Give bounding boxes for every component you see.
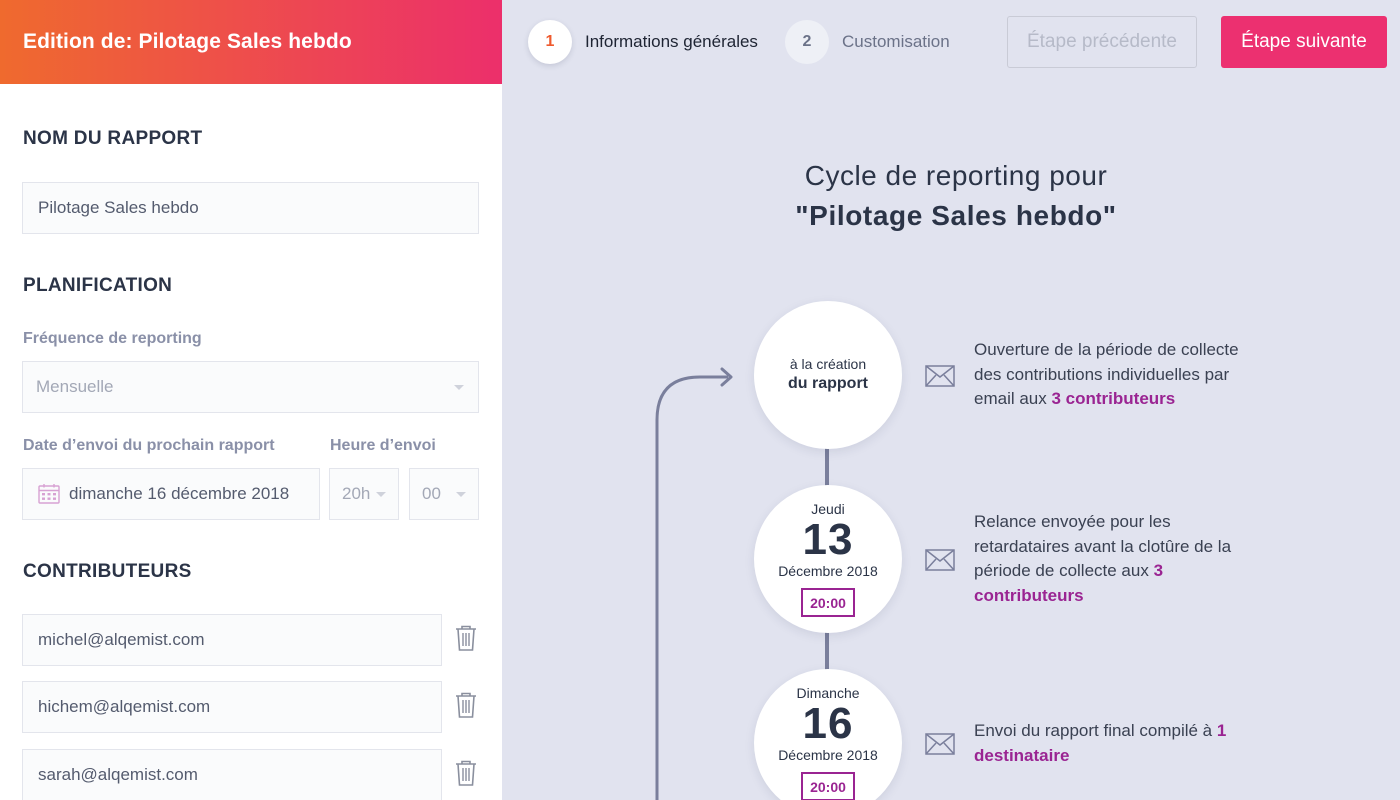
cycle-heading-line1: Cycle de reporting pour [804,160,1108,191]
timeline-description: Relance envoyée pour les retardataires a… [974,510,1254,608]
node-weekday: Jeudi [811,501,845,517]
chevron-down-icon [456,492,466,497]
node-month: Décembre 2018 [778,563,878,579]
cycle-heading-report-name: "Pilotage Sales hebdo" [795,200,1117,231]
planning-section-title: PLANIFICATION [23,275,173,296]
chevron-down-icon [376,492,386,497]
contributor-email-input[interactable]: michel@alqemist.com [22,614,442,666]
trash-icon[interactable] [454,760,478,786]
contributor-email-value: michel@alqemist.com [38,630,205,649]
chevron-down-icon [454,385,464,390]
step-number-badge: 1 [528,20,572,64]
envelope-icon [925,365,955,387]
node-day-number: 16 [802,699,854,748]
next-step-button[interactable]: Étape suivante [1221,16,1387,68]
send-hour-value: 20h [342,484,371,503]
step-label: Informations générales [585,32,758,51]
page-title: Edition de: Pilotage Sales hebdo [23,30,352,53]
calendar-icon [38,484,60,504]
send-time-label: Heure d’envoi [330,437,436,454]
node-weekday: Dimanche [796,685,860,701]
frequency-value: Mensuelle [36,377,114,396]
send-date-input[interactable]: dimanche 16 décembre 2018 [22,468,320,520]
contributor-email-value: sarah@alqemist.com [38,765,198,784]
description-highlight: 1 destinataire [974,721,1227,765]
description-text: Relance envoyée pour les retardataires a… [974,512,1232,580]
frequency-label: Fréquence de reporting [23,330,202,347]
node-month: Décembre 2018 [778,747,878,763]
description-text: Ouverture de la période de collecte des … [974,340,1239,408]
loop-arrow-icon [655,367,733,800]
timeline-description: Ouverture de la période de collecte des … [974,338,1254,412]
report-name-input[interactable]: Pilotage Sales hebdo [22,182,479,234]
report-name-value: Pilotage Sales hebdo [38,198,199,217]
header-title-area: Edition de: Pilotage Sales hebdo [0,0,502,84]
envelope-icon [925,549,955,571]
step-customisation[interactable]: 2 Customisation [785,20,950,64]
top-header: Edition de: Pilotage Sales hebdo 1 Infor… [0,0,1400,84]
report-form-panel: NOM DU RAPPORT Pilotage Sales hebdo PLAN… [0,84,502,800]
step-number-badge: 2 [785,20,829,64]
timeline-node-creation: à la création du rapport [754,301,902,449]
step-informations-generales[interactable]: 1 Informations générales [528,20,758,64]
send-date-label: Date d’envoi du prochain rapport [23,437,275,454]
node-caption: à la création [789,356,867,372]
description-highlight: 3 contributeurs [974,561,1164,605]
timeline-node-reminder: Jeudi 13 Décembre 2018 20:00 [754,485,902,633]
report-name-section-title: NOM DU RAPPORT [23,128,203,149]
timeline-connector [825,632,829,672]
send-date-value: dimanche 16 décembre 2018 [69,484,290,503]
send-minute-select[interactable]: 00 [409,468,479,520]
envelope-icon [925,733,955,755]
contributor-email-value: hichem@alqemist.com [38,697,211,716]
timeline-description: Envoi du rapport final compilé à 1 desti… [974,719,1254,768]
trash-icon[interactable] [454,692,478,718]
wizard-stepper: 1 Informations générales 2 Customisation… [502,0,1400,84]
frequency-select[interactable]: Mensuelle [22,361,479,413]
description-highlight: 3 contributeurs [1051,389,1176,408]
contributor-email-input[interactable]: sarah@alqemist.com [22,749,442,800]
trash-icon[interactable] [454,625,478,651]
send-hour-select[interactable]: 20h [329,468,399,520]
timeline-connector [825,448,829,488]
node-day-number: 13 [802,515,854,564]
node-time-badge: 20:00 [801,772,855,800]
previous-step-button[interactable]: Étape précédente [1007,16,1197,68]
description-text: Envoi du rapport final compilé à [974,721,1217,740]
node-time-badge: 20:00 [801,588,855,617]
node-caption-bold: du rapport [788,375,868,392]
send-minute-value: 00 [422,484,441,503]
timeline-node-final-send: Dimanche 16 Décembre 2018 20:00 [754,669,902,800]
step-label: Customisation [842,32,950,51]
contributor-email-input[interactable]: hichem@alqemist.com [22,681,442,733]
contributors-section-title: CONTRIBUTEURS [23,561,192,582]
